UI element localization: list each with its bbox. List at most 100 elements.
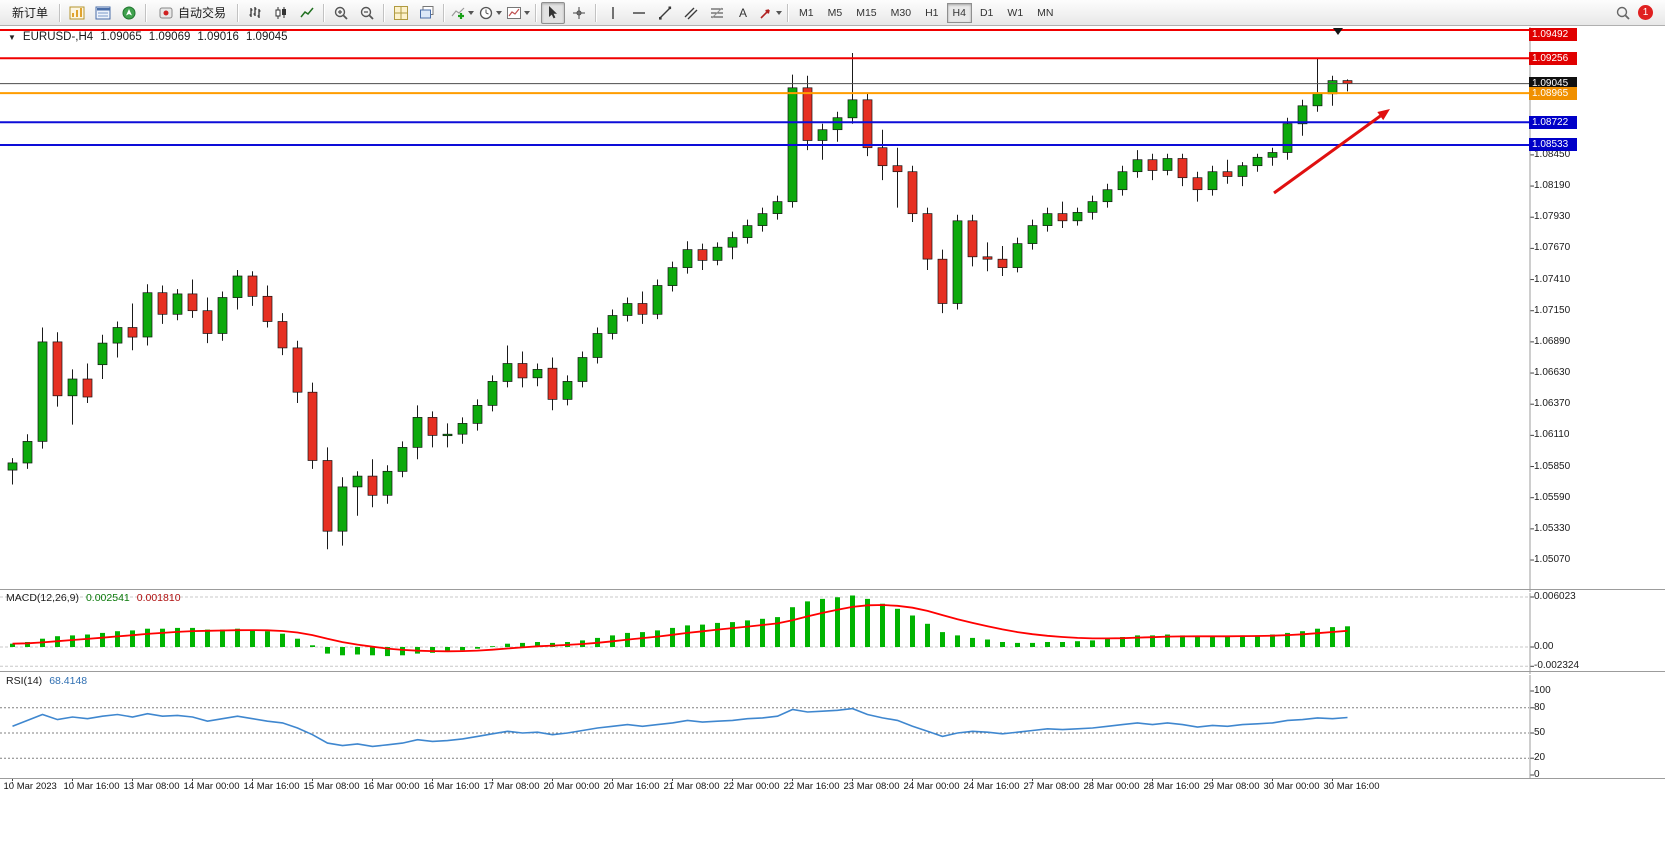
candle	[427, 417, 438, 436]
crosshair-button[interactable]	[567, 2, 591, 24]
candle	[967, 220, 978, 258]
candle	[772, 201, 783, 214]
candle	[862, 99, 873, 149]
macd-signal-line	[12, 604, 1348, 653]
notifications-badge[interactable]: 1	[1638, 5, 1653, 20]
rsi-label: RSI(14) 68.4148	[6, 675, 87, 687]
timeframe-button-mn[interactable]: MN	[1037, 6, 1054, 19]
candle	[442, 433, 453, 437]
candle	[1072, 212, 1083, 222]
chart-close-value: 1.09045	[245, 31, 288, 43]
current-bar-marker	[1333, 28, 1343, 35]
candle	[667, 267, 678, 286]
candle	[187, 293, 198, 312]
candle	[307, 391, 318, 461]
timeframe-button-m30[interactable]: M30	[890, 6, 912, 19]
candle	[517, 363, 528, 379]
bar-chart-icon	[249, 6, 261, 18]
toolbar-separator	[383, 3, 386, 22]
candle	[892, 165, 903, 173]
zoom-in-button[interactable]	[329, 2, 353, 24]
line-chart-button[interactable]	[295, 2, 319, 24]
timeframe-button-h4[interactable]: H4	[946, 2, 972, 23]
toolbar-separator	[237, 3, 240, 22]
timeframe-button-w1[interactable]: W1	[1007, 6, 1024, 19]
candle	[472, 405, 483, 424]
candle	[697, 249, 708, 261]
candle	[562, 381, 573, 400]
candle	[52, 341, 63, 397]
toolbar: 新订单 自动交易	[0, 0, 1665, 26]
navigator-button[interactable]	[117, 2, 141, 24]
rsi-value: 68.4148	[49, 675, 88, 687]
candle	[1267, 152, 1278, 158]
toolbar-separator	[323, 3, 326, 22]
toolbar-separator	[443, 3, 446, 22]
candle	[247, 275, 258, 297]
new-chart-button[interactable]	[65, 2, 89, 24]
dropdown-caret-icon	[496, 10, 503, 15]
candle	[352, 475, 363, 488]
candle	[232, 275, 243, 298]
candle	[412, 417, 423, 448]
trend-arrow-line[interactable]	[1273, 114, 1382, 195]
candle	[1117, 171, 1128, 191]
candle	[622, 303, 633, 316]
market-watch-button[interactable]	[91, 2, 115, 24]
candle	[1282, 123, 1293, 153]
search-button[interactable]	[1611, 2, 1635, 24]
channel-button[interactable]	[679, 2, 703, 24]
zoom-out-button[interactable]	[355, 2, 379, 24]
candle	[1327, 80, 1338, 95]
dropdown-caret-icon	[468, 10, 475, 15]
new-order-button[interactable]: 新订单	[5, 2, 55, 24]
vertical-line-button[interactable]	[601, 2, 625, 24]
auto-trading-button[interactable]: 自动交易	[151, 2, 233, 24]
collapse-triangle-icon[interactable]: ▼	[8, 32, 16, 42]
cascade-windows-button[interactable]	[415, 2, 439, 24]
add-indicator-icon	[451, 7, 465, 19]
candles-layer	[7, 53, 1353, 550]
new-order-label: 新订单	[12, 6, 49, 20]
candle	[277, 321, 288, 349]
bar-chart-button[interactable]	[243, 2, 267, 24]
panel-splitter-macd[interactable]	[0, 589, 1665, 593]
arrows-button[interactable]	[757, 2, 783, 24]
candle	[1012, 243, 1023, 268]
text-a-icon: A	[739, 6, 747, 20]
timeframe-button-m5[interactable]: M5	[827, 6, 843, 19]
candle	[1102, 189, 1113, 203]
panel-splitter-rsi[interactable]	[0, 671, 1665, 675]
candle	[67, 378, 78, 397]
timeframe-button-m1[interactable]: M1	[799, 6, 814, 19]
candle	[637, 303, 648, 315]
candle	[742, 225, 753, 238]
search-icon	[1616, 6, 1630, 20]
chart-symbol: EURUSD-,H4	[22, 31, 94, 43]
trendline-button[interactable]	[653, 2, 677, 24]
candle	[382, 470, 393, 496]
text-button[interactable]: A	[731, 2, 755, 24]
svg-text:A: A	[739, 6, 747, 20]
fibonacci-button[interactable]	[705, 2, 729, 24]
candlestick-chart-button[interactable]	[269, 2, 293, 24]
candle	[37, 341, 48, 442]
candle	[817, 129, 828, 141]
macd-histogram	[10, 595, 1350, 657]
horizontal-line-button[interactable]	[627, 2, 651, 24]
cursor-button[interactable]	[541, 1, 566, 24]
timeframe-button-d1[interactable]: D1	[979, 6, 994, 19]
candle	[112, 327, 123, 344]
candle	[157, 292, 168, 315]
timeframe-button-h1[interactable]: H1	[925, 6, 939, 19]
candle	[457, 423, 468, 435]
candle	[502, 363, 513, 382]
candle	[322, 460, 333, 532]
tile-windows-button[interactable]	[389, 2, 413, 24]
candle	[922, 213, 933, 260]
indicators-button[interactable]	[449, 2, 475, 24]
timeframe-group: M1 M5 M15 M30 H1 H4 D1 W1 MN	[792, 2, 1060, 23]
timeframe-button-m15[interactable]: M15	[856, 6, 877, 19]
templates-button[interactable]	[505, 2, 531, 24]
periods-button[interactable]	[477, 2, 503, 24]
